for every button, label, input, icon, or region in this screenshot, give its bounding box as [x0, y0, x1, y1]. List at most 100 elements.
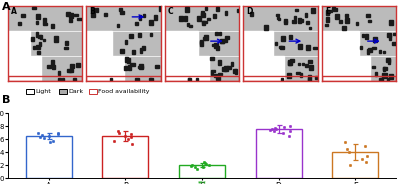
- Point: [46, 135, 52, 137]
- Bar: [342, 26, 346, 30]
- Text: ***: ***: [198, 181, 206, 184]
- Text: Dark: Dark: [68, 89, 84, 94]
- Point: [287, 125, 293, 128]
- Bar: [218, 60, 221, 65]
- Bar: [86, 31, 112, 56]
- Point: [342, 141, 349, 144]
- Bar: [43, 18, 46, 22]
- Text: E: E: [325, 7, 330, 16]
- Bar: [279, 46, 282, 48]
- Point: [280, 131, 286, 134]
- Bar: [132, 50, 135, 54]
- Bar: [86, 76, 160, 81]
- Bar: [224, 66, 228, 70]
- Bar: [275, 42, 277, 45]
- Bar: [65, 41, 68, 45]
- Bar: [300, 19, 303, 22]
- Bar: [322, 56, 370, 81]
- Point: [202, 161, 208, 164]
- Bar: [78, 17, 82, 20]
- Bar: [312, 8, 315, 13]
- Text: B: B: [2, 95, 10, 105]
- Point: [347, 164, 354, 167]
- Bar: [202, 21, 205, 25]
- Bar: [309, 65, 313, 70]
- Bar: [36, 45, 40, 49]
- Bar: [96, 8, 98, 12]
- Bar: [92, 13, 95, 17]
- Bar: [69, 13, 74, 18]
- Bar: [120, 11, 124, 14]
- Bar: [38, 35, 41, 38]
- Bar: [308, 27, 311, 29]
- Bar: [203, 37, 205, 40]
- Bar: [50, 24, 54, 28]
- Bar: [211, 70, 215, 72]
- Bar: [144, 14, 146, 17]
- Bar: [36, 21, 38, 24]
- Point: [273, 127, 279, 130]
- Bar: [36, 32, 38, 37]
- Bar: [325, 24, 328, 26]
- Point: [41, 137, 47, 139]
- Bar: [326, 10, 328, 15]
- Point: [286, 135, 292, 137]
- Bar: [18, 22, 21, 25]
- Bar: [280, 46, 284, 49]
- Bar: [315, 76, 317, 79]
- Bar: [294, 15, 296, 19]
- Bar: [366, 14, 370, 17]
- Bar: [200, 13, 204, 17]
- Bar: [64, 47, 68, 49]
- Bar: [389, 35, 391, 40]
- Bar: [43, 23, 46, 25]
- Bar: [31, 37, 34, 41]
- Bar: [392, 33, 396, 35]
- Bar: [218, 72, 222, 75]
- Bar: [264, 25, 268, 30]
- Bar: [216, 7, 219, 11]
- Bar: [332, 7, 335, 10]
- Bar: [188, 78, 190, 81]
- Bar: [165, 76, 239, 81]
- Bar: [202, 21, 207, 23]
- Bar: [244, 76, 318, 81]
- Bar: [389, 20, 393, 25]
- Bar: [69, 69, 73, 72]
- Bar: [379, 78, 382, 81]
- Point: [128, 143, 135, 146]
- Bar: [284, 19, 287, 22]
- Bar: [360, 46, 362, 49]
- Bar: [32, 7, 36, 9]
- Bar: [237, 9, 239, 12]
- Bar: [70, 64, 74, 68]
- Point: [200, 161, 207, 164]
- Bar: [26, 136, 72, 178]
- Point: [271, 130, 278, 133]
- Point: [363, 161, 369, 164]
- Bar: [277, 17, 279, 19]
- Point: [346, 151, 352, 154]
- Bar: [74, 14, 78, 16]
- Bar: [214, 74, 217, 77]
- Bar: [179, 165, 225, 178]
- Point: [281, 126, 287, 129]
- Bar: [142, 46, 144, 50]
- Bar: [69, 19, 72, 22]
- Point: [54, 132, 61, 135]
- Bar: [159, 6, 161, 11]
- Bar: [138, 33, 141, 37]
- Bar: [165, 31, 198, 56]
- Bar: [380, 78, 382, 81]
- Bar: [372, 66, 375, 68]
- Bar: [382, 73, 387, 78]
- Bar: [322, 76, 396, 81]
- Bar: [372, 47, 376, 49]
- Bar: [219, 32, 221, 35]
- Bar: [58, 71, 60, 75]
- Bar: [125, 57, 128, 62]
- Bar: [220, 39, 224, 43]
- Bar: [387, 78, 389, 81]
- Bar: [287, 73, 291, 78]
- Point: [194, 167, 200, 170]
